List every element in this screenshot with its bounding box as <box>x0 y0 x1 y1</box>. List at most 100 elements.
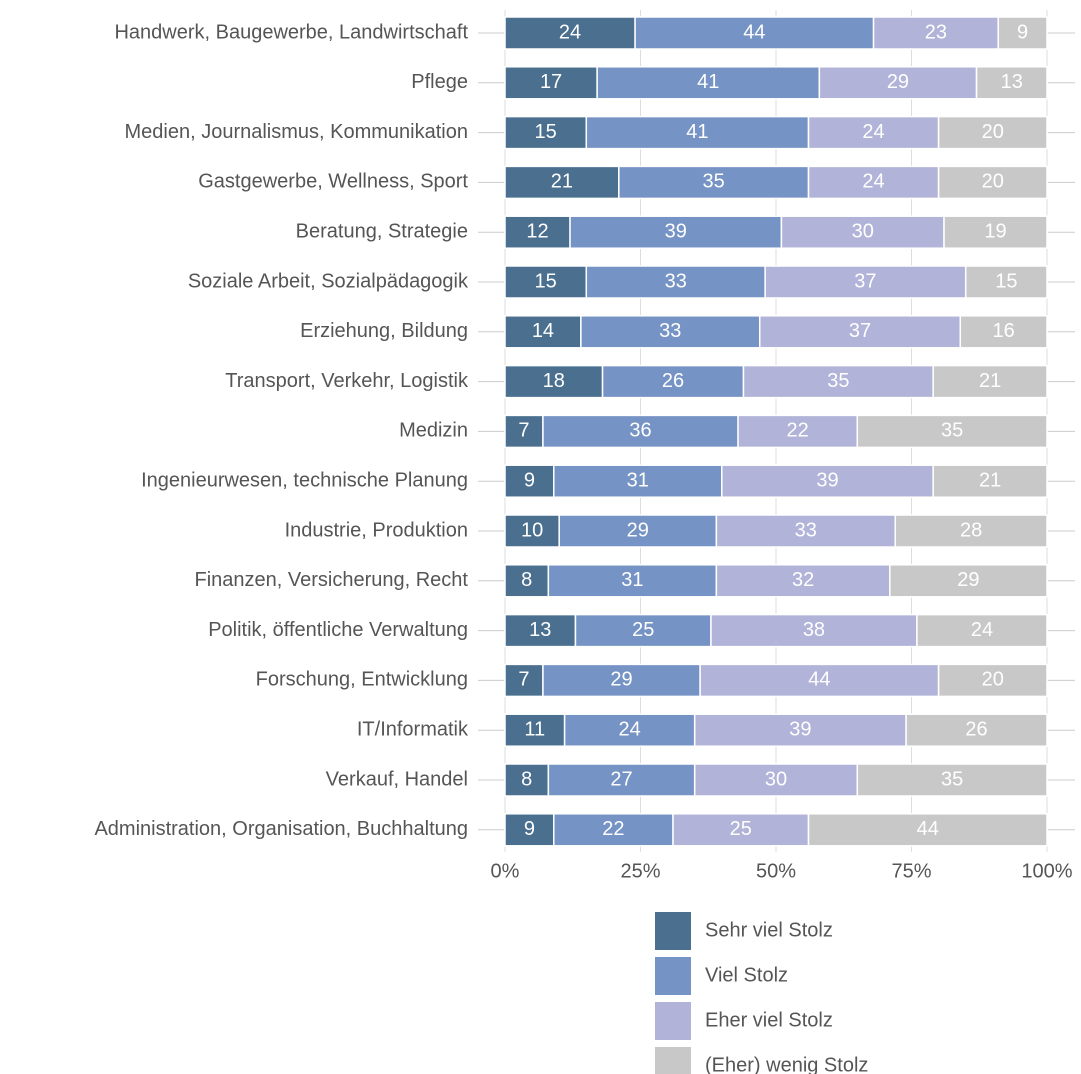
bar-segment <box>558 514 718 548</box>
legend-swatch <box>655 912 691 950</box>
bar-segment <box>758 315 962 349</box>
y-tick-label: Finanzen, Versicherung, Recht <box>195 569 469 591</box>
legend-label: Eher viel Stolz <box>705 1009 833 1031</box>
bar-segment <box>905 713 1048 747</box>
x-tick-label: 50% <box>756 860 796 882</box>
value-label: 21 <box>979 469 1001 491</box>
value-label: 20 <box>982 171 1004 193</box>
y-tick-label: Administration, Organisation, Buchhaltun… <box>94 818 468 840</box>
y-tick-label: Ingenieurwesen, technische Planung <box>141 469 468 491</box>
value-label: 38 <box>803 619 825 641</box>
value-label: 24 <box>559 21 581 43</box>
bar-segment <box>715 564 891 598</box>
bar-segment <box>504 713 566 747</box>
value-label: 39 <box>816 469 838 491</box>
bar-segment <box>504 564 550 598</box>
bar-segment <box>585 265 766 299</box>
value-label: 30 <box>765 768 787 790</box>
bar-segment <box>856 763 1048 797</box>
bar-segment <box>585 115 810 150</box>
value-label: 35 <box>941 420 963 442</box>
value-label: 28 <box>960 519 982 541</box>
value-label: 7 <box>518 669 529 691</box>
value-label: 33 <box>659 320 681 342</box>
bar-segment <box>937 115 1048 150</box>
bar-segment <box>504 414 544 449</box>
value-label: 12 <box>526 220 548 242</box>
value-label: 8 <box>521 569 532 591</box>
value-label: 37 <box>854 270 876 292</box>
legend-swatch <box>655 1002 691 1040</box>
bar-segment <box>504 663 544 698</box>
bar-segment <box>574 613 712 648</box>
bar-segment <box>542 663 701 698</box>
value-label: 24 <box>971 619 993 641</box>
bar-segment <box>715 514 896 548</box>
bar-segment <box>818 66 978 100</box>
bar-segment <box>504 364 604 399</box>
bar-segment <box>997 16 1048 50</box>
y-tick-label: IT/Informatik <box>357 718 469 740</box>
bar-segment <box>807 165 940 200</box>
x-tick-label: 100% <box>1021 860 1072 882</box>
value-label: 44 <box>808 669 830 691</box>
y-tick-label: Medizin <box>399 420 468 442</box>
value-label: 7 <box>518 420 529 442</box>
y-tick-label: Transport, Verkehr, Logistik <box>225 370 469 392</box>
bar-segment <box>889 564 1048 598</box>
y-tick-label: Medien, Journalismus, Kommunikation <box>125 121 469 143</box>
legend-label: Viel Stolz <box>705 964 788 986</box>
value-label: 26 <box>965 718 987 740</box>
bar-segment <box>563 713 696 747</box>
value-label: 39 <box>789 718 811 740</box>
bar-segment <box>504 763 550 797</box>
value-label: 30 <box>852 220 874 242</box>
value-label: 11 <box>524 718 545 740</box>
y-tick-label: Pflege <box>411 71 468 93</box>
value-label: 16 <box>993 320 1015 342</box>
bar-segment <box>937 165 1048 200</box>
value-label: 29 <box>610 669 632 691</box>
value-label: 21 <box>551 171 573 193</box>
value-label: 17 <box>540 71 562 93</box>
bar-segment <box>634 16 875 50</box>
value-label: 19 <box>984 220 1006 242</box>
bar-segment <box>693 763 859 797</box>
value-label: 31 <box>621 569 643 591</box>
value-label: 41 <box>686 121 708 143</box>
y-tick-label: Beratung, Strategie <box>296 220 468 242</box>
value-label: 29 <box>887 71 909 93</box>
value-label: 27 <box>610 768 632 790</box>
value-label: 39 <box>665 220 687 242</box>
bar-segment <box>742 364 934 399</box>
value-label: 10 <box>521 519 543 541</box>
legend-label: Sehr viel Stolz <box>705 919 833 941</box>
y-tick-label: Verkauf, Handel <box>326 768 468 790</box>
bar-segment <box>569 215 783 249</box>
bar-segment <box>504 613 577 648</box>
bar-segment <box>807 813 1048 847</box>
value-label: 8 <box>521 768 532 790</box>
bar-segment <box>596 66 821 100</box>
value-label: 32 <box>792 569 814 591</box>
value-label: 13 <box>529 619 551 641</box>
value-label: 29 <box>957 569 979 591</box>
bar-segment <box>601 364 745 399</box>
bar-segment <box>504 16 636 50</box>
value-label: 23 <box>925 21 947 43</box>
value-label: 44 <box>743 21 765 43</box>
bar-segment <box>780 215 945 249</box>
value-label: 9 <box>524 469 535 491</box>
bar-segment <box>916 613 1048 648</box>
value-label: 22 <box>602 818 624 840</box>
legend-label: (Eher) wenig Stolz <box>705 1054 868 1074</box>
bar-segment <box>618 165 810 200</box>
value-label: 31 <box>627 469 649 491</box>
value-label: 35 <box>827 370 849 392</box>
bar-segment <box>504 464 555 498</box>
value-label: 22 <box>787 420 809 442</box>
bar-segment <box>856 414 1048 449</box>
value-label: 35 <box>941 768 963 790</box>
y-tick-label: Gastgewerbe, Wellness, Sport <box>198 171 468 193</box>
y-tick-label: Industrie, Produktion <box>285 519 468 541</box>
